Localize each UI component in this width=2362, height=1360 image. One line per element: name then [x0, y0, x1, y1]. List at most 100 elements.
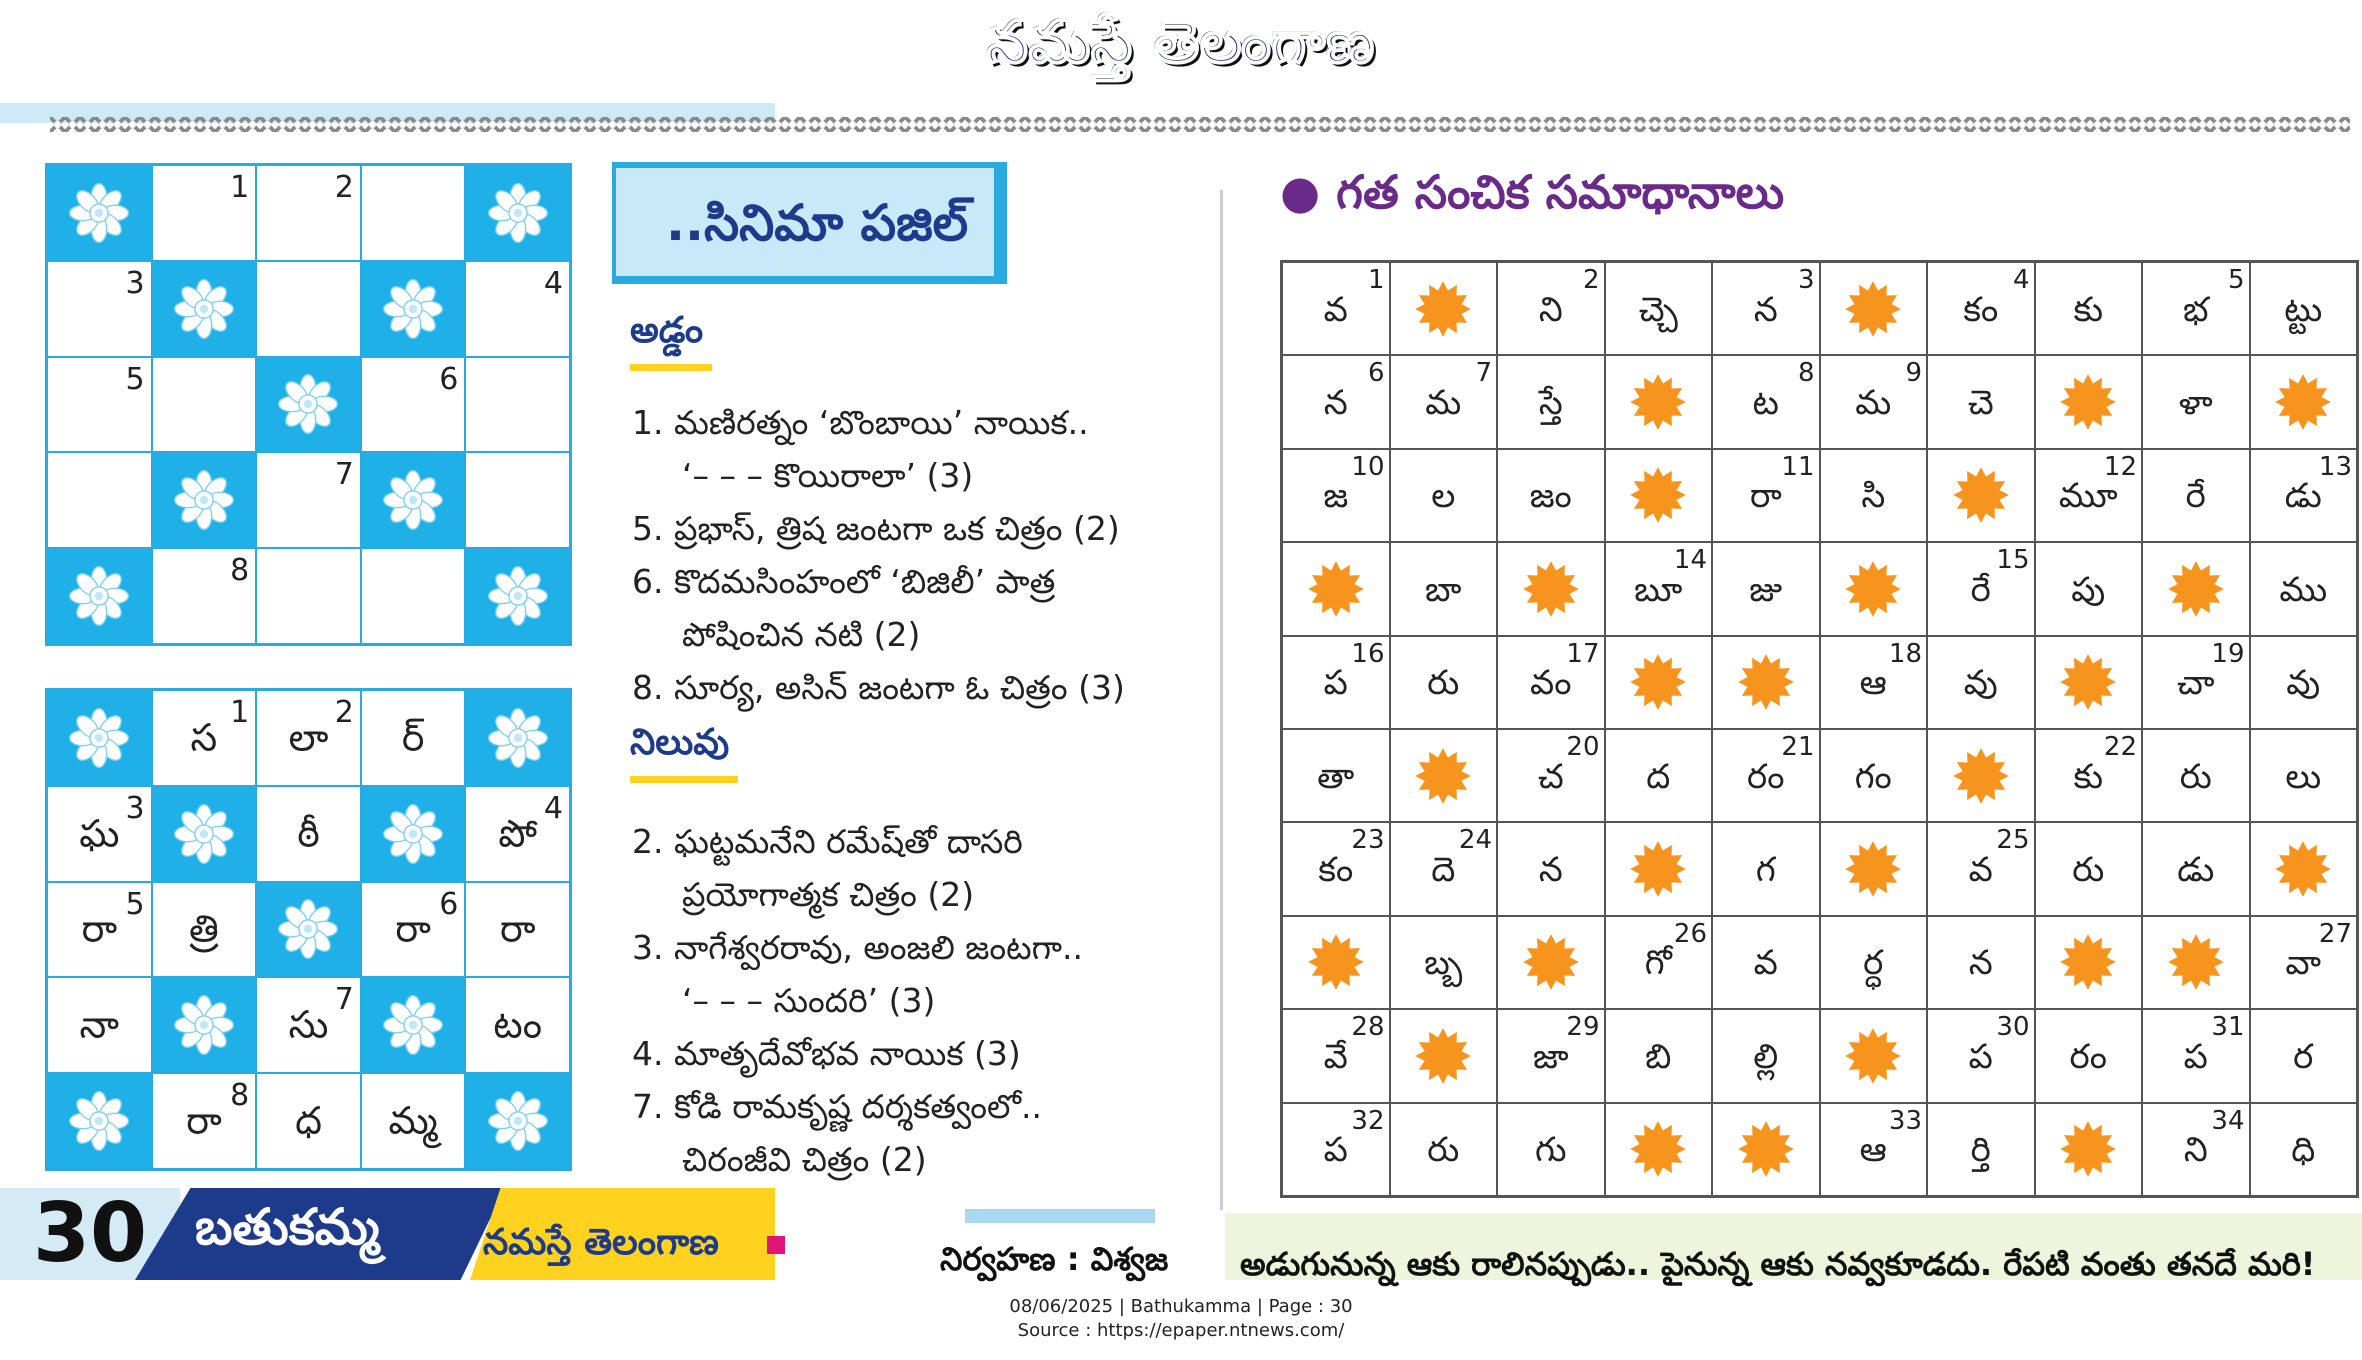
grid-cell: 5 రా [47, 881, 152, 978]
grid-cell: ధ [256, 1073, 361, 1169]
answer-cell: లు [2249, 729, 2357, 823]
answer-cell: రే 15 [1927, 542, 2035, 636]
answer-letter: మ [1855, 382, 1892, 423]
answer-cell: పు [2034, 542, 2142, 636]
quote-band [1225, 1213, 2362, 1280]
answer-number: 10 [1351, 451, 1385, 482]
answer-letter: మ [1425, 382, 1462, 423]
answer-letter: ర్తి [1970, 1130, 1991, 1171]
answer-letter: వ [1753, 943, 1778, 984]
clue-line: 4. మాతృదేవోభవ నాయిక (3) [632, 1034, 1021, 1073]
clue-line: 1. మణిరత్నం ‘బొంబాయి’ నాయిక.. [632, 403, 1089, 442]
answer-letter: వం [1530, 663, 1572, 704]
flower-icon [487, 1090, 548, 1152]
flower-icon [487, 565, 548, 627]
block-cell [360, 260, 466, 357]
cell-letter: రా [395, 906, 431, 951]
clue-number: 6 [439, 886, 459, 922]
answer-number: 4 [2012, 265, 2030, 295]
clue-number: 8 [230, 553, 250, 589]
sun-star-icon [1737, 654, 1794, 711]
clue-line: 8. సూర్య, అసిన్ జంటగా ఓ చిత్రం (3) [632, 668, 1125, 707]
answer-cell: మూ 12 [2034, 448, 2142, 543]
star-cell [2034, 355, 2142, 449]
grid-cell: 1 [151, 165, 257, 261]
page-caption: 08/06/2025 | Bathukamma | Page : 30 Sour… [0, 1295, 2362, 1343]
answer-letter: కం [1963, 289, 1999, 330]
cell-letter: ధ [295, 1098, 322, 1143]
star-cell [1712, 1102, 1820, 1196]
grid-cell: ఠీ [256, 785, 361, 882]
answer-cell: ప 30 [1927, 1009, 2035, 1103]
grid-cell [256, 260, 361, 357]
answer-letter: ప [1323, 1130, 1348, 1171]
grid-cell: రా [465, 881, 570, 978]
column-divider [1220, 190, 1223, 1210]
answer-cell: ట్టు [2249, 262, 2357, 356]
answer-number: 29 [1566, 1012, 1600, 1043]
block-cell [47, 690, 152, 786]
clue-number: 3 [125, 790, 145, 826]
answer-cell: వు [2249, 635, 2357, 729]
answer-letter: ప [2183, 1036, 2208, 1077]
down-heading: నిలువు [630, 722, 730, 763]
grid-cell: త్రి [151, 881, 257, 978]
grid-cell: 8 [151, 548, 257, 644]
answer-cell: బా [1389, 542, 1497, 636]
answer-letter: జ [1323, 476, 1349, 517]
flower-icon [173, 803, 234, 864]
answer-cell: రు [1389, 1102, 1497, 1196]
page-number: 30 [0, 1188, 180, 1280]
answer-letter: ని [1538, 289, 1563, 330]
answer-letter: బ్బ [1424, 943, 1463, 984]
cell-letter: ర్ [401, 715, 425, 760]
clue-number: 3 [125, 265, 145, 301]
answer-cell: స్తే [1497, 355, 1605, 449]
answer-cell: జ 10 [1282, 448, 1390, 543]
star-cell [2034, 915, 2142, 1010]
grid-cell: 6 [360, 356, 466, 453]
answer-cell: రా 11 [1712, 448, 1820, 543]
answer-number: 30 [1996, 1012, 2030, 1043]
flower-icon [173, 470, 234, 531]
sun-star-icon [1630, 1121, 1687, 1178]
answer-cell: న [1497, 822, 1605, 916]
flower-icon [69, 707, 130, 768]
clue-number: 4 [543, 265, 563, 301]
sun-star-icon [1630, 467, 1687, 524]
star-cell [1819, 1009, 1927, 1103]
block-cell [151, 977, 257, 1074]
cell-letter: రా [186, 1098, 222, 1143]
sun-star-icon [1630, 841, 1687, 897]
star-cell [2034, 635, 2142, 729]
answer-letter: పు [2071, 569, 2106, 610]
answer-letter: రా [1749, 476, 1782, 517]
answer-letter: గ [1755, 849, 1776, 890]
answer-cell: రే [2142, 448, 2250, 543]
answer-cell: గ [1712, 822, 1820, 916]
star-cell [1282, 915, 1390, 1010]
caption-source-line: Source : https://epaper.ntnews.com/ [1017, 1320, 1345, 1341]
answer-letter: కు [2073, 756, 2103, 797]
sun-star-icon [1307, 934, 1364, 991]
answers-grid: వ 1 ని 2 చ్చె న 3 కం 4 కు భ 5 ట్టు న 6 మ 7 స్తే ట 8 మ 9 చె ళా జ 1… [1280, 260, 2359, 1198]
answer-letter: ని [2183, 1130, 2208, 1171]
editor-accent-bar [965, 1209, 1155, 1223]
star-cell [2142, 915, 2250, 1010]
answer-cell: ప 16 [1282, 635, 1390, 729]
answer-cell: ఆ 18 [1819, 635, 1927, 729]
grid-cell: మ్మ [360, 1073, 466, 1169]
answer-letter: గో [1644, 943, 1672, 984]
answer-cell: డు [2142, 822, 2250, 916]
sun-star-icon [1630, 374, 1687, 430]
star-cell [2142, 542, 2250, 636]
block-cell [360, 452, 466, 549]
answer-letter: న [1968, 943, 1993, 984]
block-cell [465, 1073, 570, 1169]
answer-number: 14 [1673, 545, 1707, 576]
answer-cell: ధి [2249, 1102, 2357, 1196]
